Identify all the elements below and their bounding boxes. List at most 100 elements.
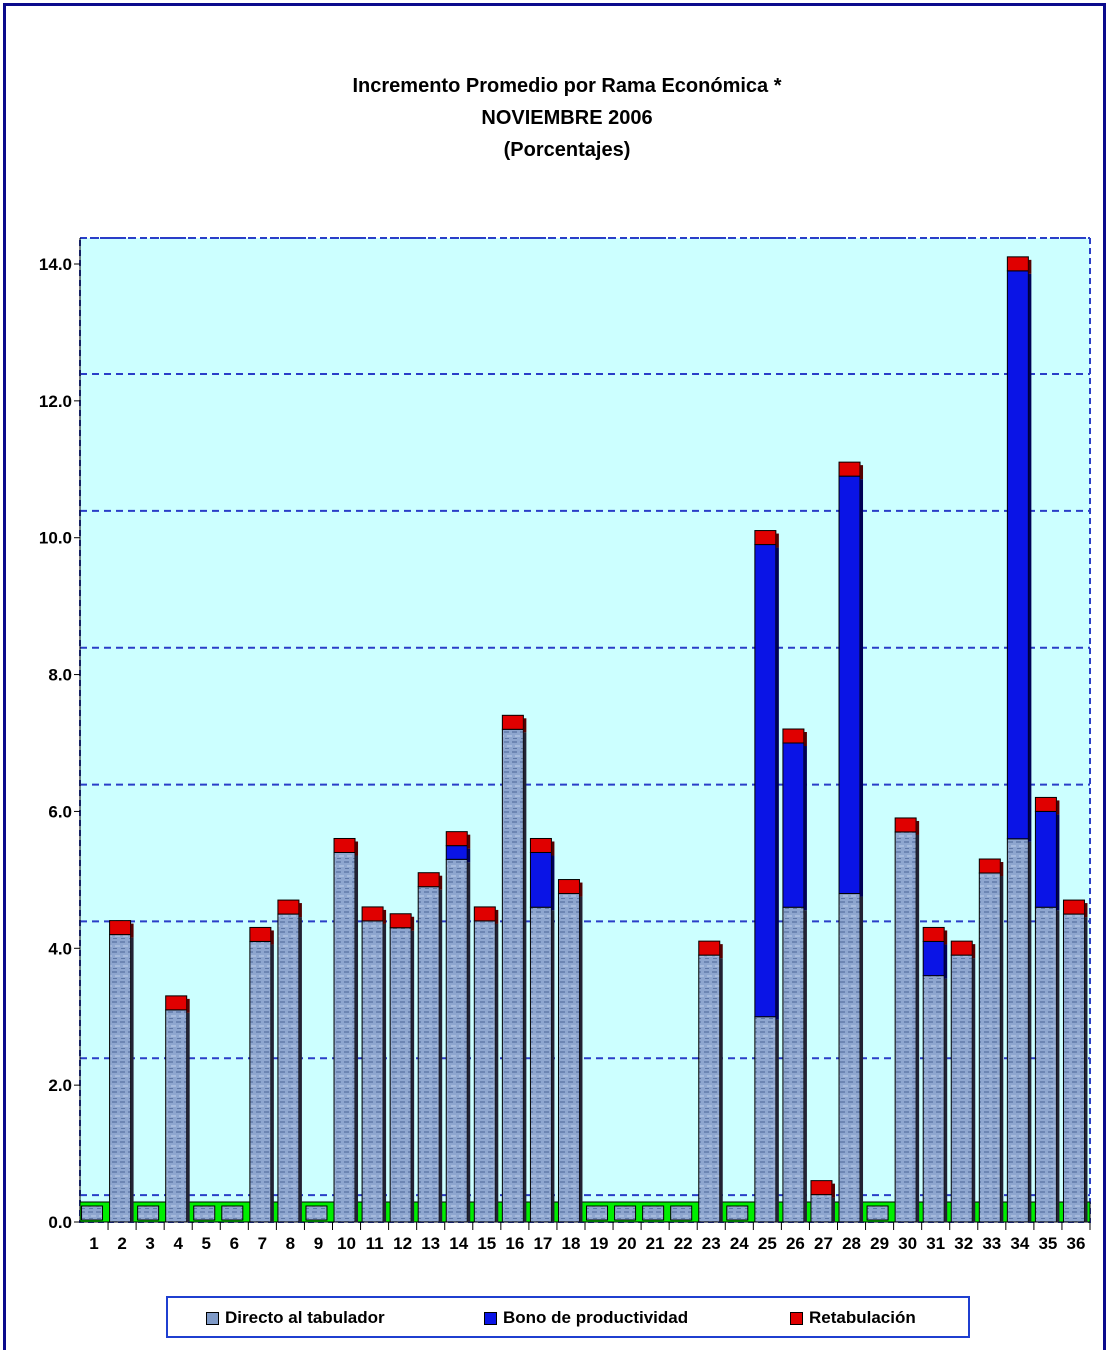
bar-retabulacion-shadow bbox=[383, 909, 387, 924]
bar-directo-shadow bbox=[916, 834, 920, 1222]
bar-retabulacion bbox=[1006, 256, 1029, 272]
chart-unit: (Porcentajes) bbox=[503, 139, 631, 161]
bar-retabulacion-shadow bbox=[831, 1183, 835, 1198]
bar-directo bbox=[165, 1009, 188, 1223]
bar-directo bbox=[894, 831, 917, 1223]
bar-directo bbox=[501, 728, 524, 1223]
x-tick-label: 26 bbox=[786, 1234, 805, 1253]
bar-directo bbox=[810, 1194, 833, 1223]
x-tick-label: 6 bbox=[230, 1234, 239, 1253]
bar-retabulacion bbox=[782, 728, 805, 744]
chart-title: Incremento Promedio por Rama Económica * bbox=[352, 75, 782, 97]
bar-bono bbox=[1034, 810, 1057, 908]
bar-directo bbox=[838, 893, 861, 1223]
x-tick-label: 11 bbox=[366, 1234, 384, 1253]
bar-bono bbox=[838, 475, 861, 895]
x-tick-label: 17 bbox=[533, 1234, 552, 1253]
bar-bono-shadow bbox=[775, 547, 779, 1020]
bar-retabulacion-shadow bbox=[803, 732, 807, 746]
bar-directo bbox=[417, 886, 440, 1223]
bar-directo-shadow bbox=[467, 862, 471, 1222]
legend-label-bono: Bono de productividad bbox=[503, 1308, 689, 1327]
bar-retabulacion bbox=[1034, 796, 1057, 812]
x-tick-label: 9 bbox=[314, 1234, 323, 1253]
x-tick-label: 15 bbox=[477, 1234, 496, 1253]
bar-directo bbox=[922, 975, 945, 1223]
bar-retabulacion bbox=[698, 940, 721, 956]
y-tick-label: 0.0 bbox=[48, 1213, 72, 1232]
x-tick-label: 20 bbox=[618, 1234, 637, 1253]
bar-retabulacion bbox=[894, 817, 917, 833]
x-tick-label: 10 bbox=[337, 1234, 356, 1253]
bar-directo bbox=[333, 851, 356, 1223]
bar-directo bbox=[529, 906, 552, 1223]
bar-retabulacion bbox=[389, 913, 412, 929]
bar-directo bbox=[473, 920, 496, 1223]
legend-item-directo: Directo al tabulador bbox=[206, 1308, 385, 1328]
bar-retabulacion bbox=[1062, 899, 1085, 915]
bar-retabulacion-shadow bbox=[1028, 259, 1032, 274]
legend-item-bono: Bono de productividad bbox=[484, 1308, 688, 1328]
bar-directo bbox=[698, 954, 721, 1223]
bar-directo-shadow bbox=[495, 923, 499, 1222]
bar-directo-empty bbox=[81, 1205, 104, 1221]
bar-retabulacion bbox=[529, 837, 552, 853]
bar-directo bbox=[249, 940, 272, 1223]
legend-item-retabulacion: Retabulación bbox=[790, 1308, 916, 1328]
x-tick-label: 14 bbox=[449, 1234, 468, 1253]
y-tick-label: 2.0 bbox=[48, 1076, 72, 1095]
bar-retabulacion bbox=[978, 858, 1001, 874]
x-tick-label: 19 bbox=[590, 1234, 609, 1253]
bar-directo bbox=[950, 954, 973, 1223]
bar-retabulacion-shadow bbox=[1056, 800, 1060, 815]
x-tick-label: 22 bbox=[674, 1234, 693, 1253]
x-tick-label: 32 bbox=[954, 1234, 973, 1253]
x-tick-label: 16 bbox=[505, 1234, 524, 1253]
bar-directo-shadow bbox=[803, 910, 807, 1222]
bar-directo bbox=[109, 934, 132, 1223]
bar-retabulacion bbox=[333, 837, 356, 853]
bar-retabulacion-shadow bbox=[860, 465, 864, 480]
bar-bono bbox=[782, 742, 805, 908]
x-tick-label: 29 bbox=[870, 1234, 889, 1253]
bar-retabulacion bbox=[754, 530, 777, 546]
bar-directo-shadow bbox=[186, 1012, 190, 1222]
bar-directo bbox=[1034, 906, 1057, 1223]
x-tick-label: 27 bbox=[814, 1234, 833, 1253]
bar-chart: 0.02.04.06.08.010.012.014.01 2 3 4 5 6 7 8 9 10 11… bbox=[39, 237, 1091, 1253]
bar-retabulacion-shadow bbox=[298, 903, 302, 918]
bar-retabulacion-shadow bbox=[411, 916, 415, 931]
bar-directo-empty bbox=[305, 1205, 328, 1221]
bar-directo-shadow bbox=[439, 889, 443, 1222]
y-tick-label: 12.0 bbox=[39, 392, 72, 411]
x-tick-label: 31 bbox=[926, 1234, 945, 1253]
bar-directo-shadow bbox=[383, 923, 387, 1222]
bar-directo-empty bbox=[866, 1205, 889, 1221]
bar-retabulacion bbox=[922, 926, 945, 942]
y-tick-label: 10.0 bbox=[39, 529, 72, 548]
bar-bono-shadow bbox=[944, 944, 948, 979]
bar-retabulacion-shadow bbox=[1084, 903, 1088, 918]
bar-retabulacion bbox=[249, 926, 272, 942]
x-tick-label: 33 bbox=[982, 1234, 1001, 1253]
x-tick-label: 24 bbox=[730, 1234, 749, 1253]
bar-directo-shadow bbox=[1084, 917, 1088, 1222]
legend-swatch-bono bbox=[484, 1311, 497, 1325]
bar-retabulacion bbox=[810, 1180, 833, 1196]
x-tick-label: 7 bbox=[258, 1234, 267, 1253]
bar-bono-shadow bbox=[860, 479, 864, 897]
bar-directo-shadow bbox=[411, 930, 415, 1222]
bar-retabulacion bbox=[445, 831, 468, 847]
bar-directo bbox=[557, 893, 580, 1223]
bar-directo-shadow bbox=[860, 896, 864, 1222]
x-tick-label: 8 bbox=[286, 1234, 295, 1253]
bar-bono bbox=[922, 940, 945, 977]
legend-swatch-directo bbox=[206, 1311, 219, 1325]
bar-directo-shadow bbox=[1056, 910, 1060, 1222]
x-tick-label: 34 bbox=[1010, 1234, 1029, 1253]
bar-retabulacion bbox=[361, 906, 384, 922]
bar-retabulacion bbox=[557, 879, 580, 895]
bar-retabulacion-shadow bbox=[916, 820, 920, 835]
bar-retabulacion-shadow bbox=[775, 533, 779, 548]
bar-retabulacion bbox=[473, 906, 496, 922]
